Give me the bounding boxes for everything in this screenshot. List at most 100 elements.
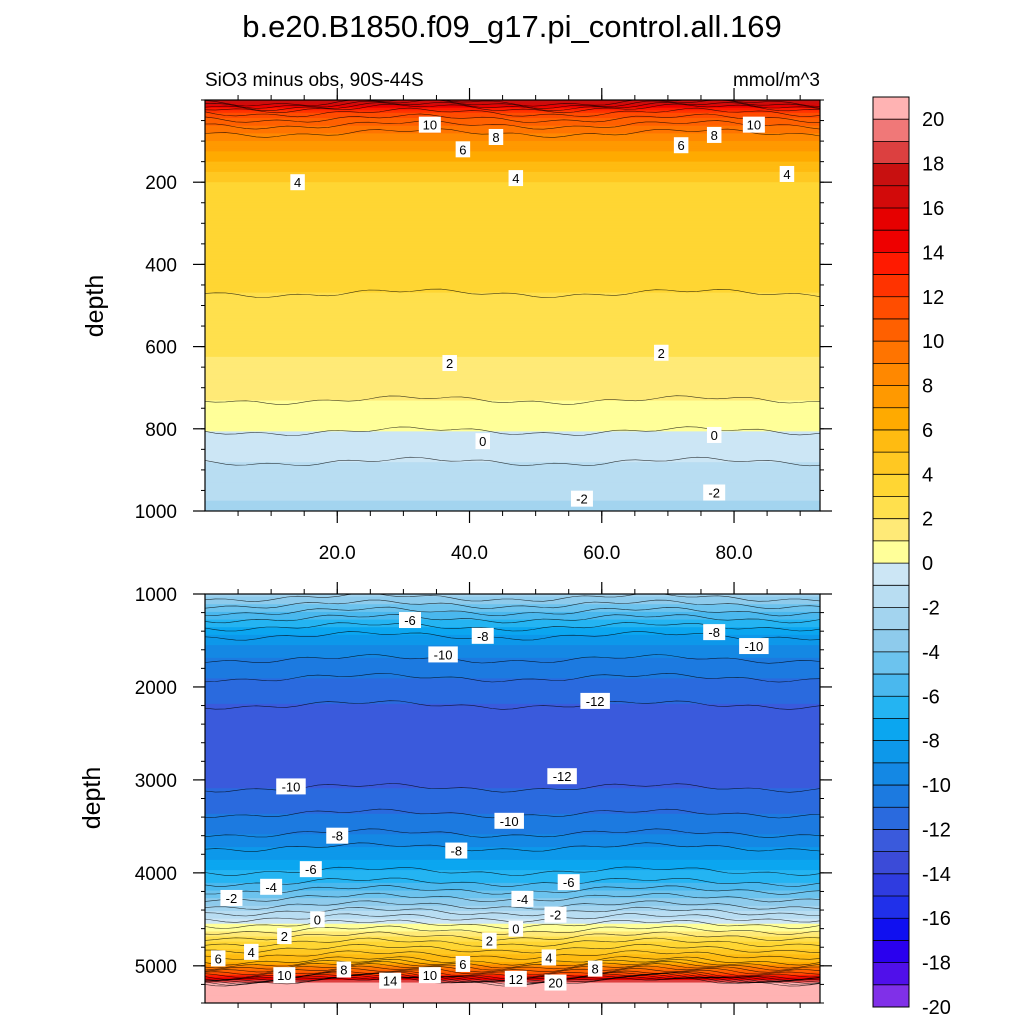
contour-band	[205, 117, 820, 122]
contour-label: 6	[459, 957, 466, 972]
contour-label-bg	[508, 170, 524, 187]
contour-line	[205, 288, 820, 298]
contour-band	[205, 403, 820, 407]
contour-band	[205, 362, 820, 366]
contour-band	[205, 783, 820, 787]
colorbar-box	[873, 718, 909, 741]
contour-label: 8	[711, 128, 718, 143]
contour-band	[205, 757, 820, 761]
contour-band	[205, 734, 820, 738]
contour-band	[205, 849, 820, 853]
contour-band	[205, 640, 820, 644]
contour-band	[205, 472, 820, 476]
colorbar-tick-label: -10	[922, 775, 951, 797]
contour-label: 8	[492, 130, 499, 145]
contour-band	[205, 302, 820, 307]
lower-y-axis-label: depth	[78, 767, 106, 830]
contour-label-bg	[742, 116, 765, 133]
contour-band	[205, 709, 820, 713]
contour-label-bg	[673, 137, 689, 154]
contour-band	[205, 829, 820, 833]
contour-line	[205, 456, 820, 467]
contour-band	[205, 885, 820, 889]
contour-band	[205, 130, 820, 135]
contour-band	[205, 790, 820, 795]
contour-band	[205, 910, 820, 915]
colorbar-tick-label: 18	[922, 154, 944, 176]
contour-band	[205, 836, 820, 841]
contour-band	[205, 305, 820, 309]
contour-band	[205, 862, 820, 866]
contour-band	[205, 387, 820, 392]
contour-label: -8	[477, 629, 489, 644]
colorbar-tick-label: 0	[922, 553, 933, 575]
contour-label-bg	[455, 141, 471, 158]
contour-label: 2	[446, 356, 453, 371]
contour-band	[205, 601, 820, 606]
contour-label-bg	[276, 778, 306, 795]
contour-band	[205, 248, 820, 253]
contour-band	[205, 207, 820, 212]
contour-band	[205, 872, 820, 876]
contour-band	[205, 192, 820, 196]
contour-band	[205, 444, 820, 448]
contour-label: 14	[383, 974, 397, 989]
contour-band	[205, 344, 820, 348]
contour-label: -8	[451, 844, 463, 859]
contour-label: -6	[305, 862, 317, 877]
contour-band	[205, 749, 820, 754]
contour-band	[205, 264, 820, 268]
contour-band	[205, 918, 820, 922]
contour-band	[205, 609, 820, 613]
contour-band	[205, 218, 820, 222]
contour-band	[205, 480, 820, 484]
colorbar-box	[873, 252, 909, 275]
contour-band	[205, 153, 820, 158]
contour-band	[205, 195, 820, 199]
contour-line	[205, 906, 820, 917]
contour-label: -4	[265, 880, 277, 895]
contour-band	[205, 716, 820, 721]
contour-band	[205, 415, 820, 420]
contour-band	[205, 205, 820, 209]
y-tick-label: 4000	[135, 864, 177, 885]
contour-band	[205, 269, 820, 273]
contour-band	[205, 405, 820, 410]
contour-band	[205, 433, 820, 438]
contour-label-bg	[511, 890, 534, 907]
chart-title: b.e20.B1850.f09_g17.pi_control.all.169	[242, 9, 782, 44]
contour-band	[205, 315, 820, 320]
contour-band	[205, 151, 820, 155]
contour-label-bg	[310, 911, 325, 928]
contour-band	[205, 423, 820, 428]
contour-label-bg	[580, 692, 610, 709]
contour-band	[205, 908, 820, 912]
contour-band	[205, 485, 820, 489]
contour-label-bg	[654, 344, 669, 361]
contour-band	[205, 806, 820, 810]
contour-label: -2	[226, 891, 238, 906]
contour-band	[205, 323, 820, 327]
contour-band	[205, 691, 820, 695]
contour-band	[205, 254, 820, 258]
contour-band	[205, 870, 820, 874]
contour-band	[205, 454, 820, 458]
contour-band	[205, 739, 820, 744]
contour-label-bg	[706, 426, 722, 443]
contour-band	[205, 693, 820, 698]
contour-line	[205, 943, 820, 954]
contour-label: -12	[586, 694, 605, 709]
contour-band	[205, 673, 820, 677]
contour-band	[205, 719, 820, 723]
contour-band	[205, 338, 820, 343]
contour-band	[205, 688, 820, 692]
contour-band	[205, 374, 820, 379]
lower-contour-panel: -6 -8 -10 -8 -10 -12 -10 -12 -8 -10 -8 -6 -4 -2 -6 -4 -2…	[135, 582, 832, 1015]
contour-label: -6	[404, 613, 416, 628]
contour-band	[205, 859, 820, 864]
contour-band	[205, 284, 820, 289]
contour-band	[205, 732, 820, 736]
contour-band	[205, 369, 820, 374]
contour-band	[205, 364, 820, 368]
contour-band	[205, 675, 820, 680]
